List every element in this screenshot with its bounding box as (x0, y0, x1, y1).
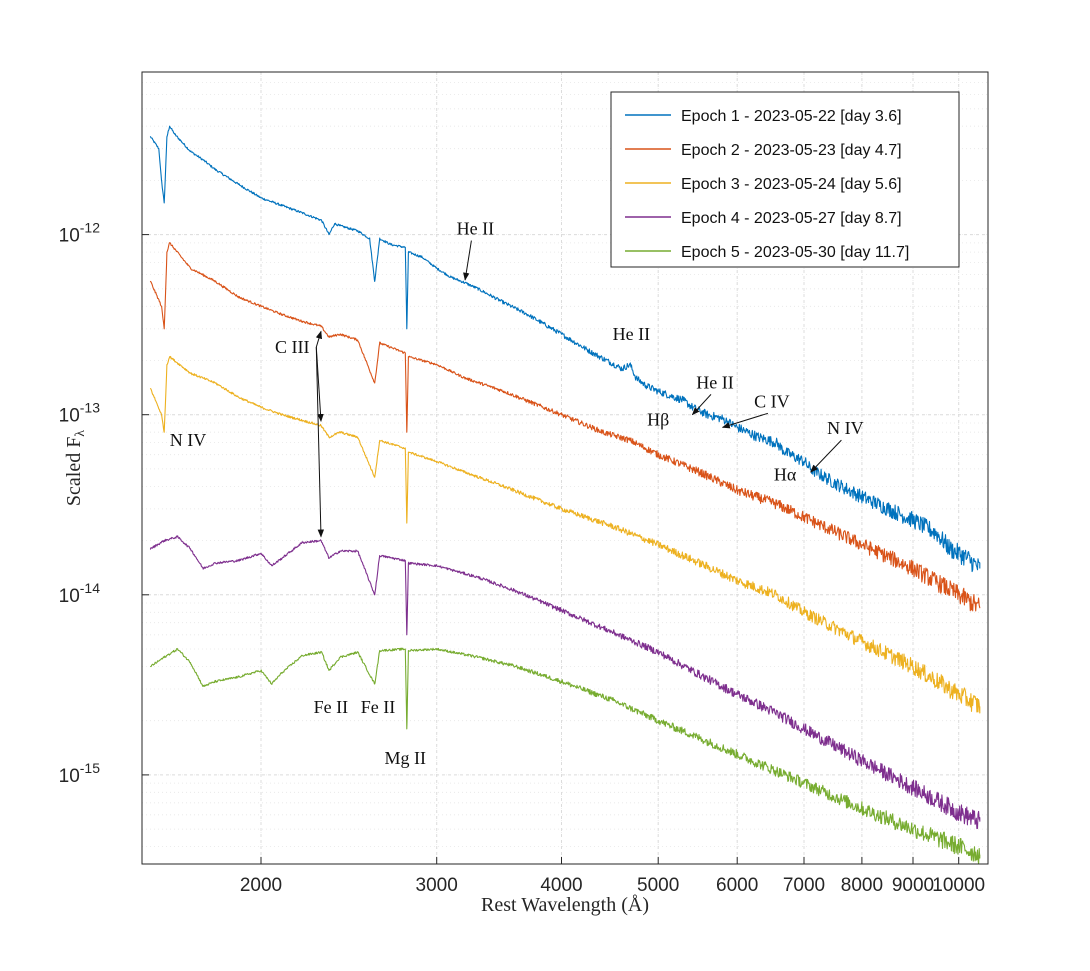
x-tick-label: 2000 (240, 875, 282, 896)
y-tick-exponent: -15 (80, 760, 100, 776)
x-tick-label: 4000 (540, 875, 582, 896)
x-tick-label: 3000 (416, 875, 458, 896)
x-tick-label: 10000 (932, 875, 985, 896)
annotation-arrow (721, 412, 769, 429)
legend-label-3: Epoch 3 - 2023-05-24 [day 5.6] (681, 176, 902, 193)
annotation-label-7: N IV (827, 418, 864, 438)
x-tick-label: 5000 (637, 875, 679, 896)
x-tick-label: 9000 (892, 875, 934, 896)
series-line-5 (149, 647, 981, 864)
annotation-label-5: Hβ (647, 410, 669, 430)
annotation-arrow (810, 439, 842, 473)
annotation-label-10: Fe II (314, 697, 349, 717)
x-tick-label: 7000 (783, 875, 825, 896)
x-tick-label: 8000 (841, 875, 883, 896)
y-tick-mantissa: 10 (59, 406, 80, 427)
y-tick-label: 10-14 (59, 580, 101, 607)
legend-box (610, 91, 960, 268)
annotation-label-8: N IV (170, 430, 207, 450)
y-tick-mantissa: 10 (59, 586, 80, 607)
annotation-arrow (463, 240, 472, 281)
y-axis-title-main: Scaled F (63, 437, 85, 506)
y-tick-exponent: -12 (80, 220, 100, 236)
legend-label-2: Epoch 2 - 2023-05-23 [day 4.7] (681, 142, 902, 159)
annotation-label-11: Fe II (361, 697, 396, 717)
y-tick-label: 10-15 (59, 760, 101, 787)
plot-frame (141, 71, 989, 865)
y-tick-label: 10-13 (59, 400, 101, 427)
annotation-arrow (691, 394, 712, 416)
legend: Epoch 1 - 2023-05-22 [day 3.6] Epoch 2 - … (610, 91, 960, 268)
annotation-label-3: He II (696, 372, 733, 392)
legend-label-4: Epoch 4 - 2023-05-27 [day 8.7] (681, 210, 902, 227)
series-line-2 (149, 242, 981, 612)
annotation-arrow (315, 330, 323, 348)
y-tick-exponent: -13 (80, 400, 100, 416)
annotation-label-4: C IV (754, 391, 790, 411)
legend-label-1: Epoch 1 - 2023-05-22 [day 3.6] (681, 108, 902, 125)
annotation-arrow (315, 347, 325, 538)
series-line-3 (149, 355, 981, 714)
series-line-1 (149, 125, 981, 573)
y-tick-mantissa: 10 (59, 766, 80, 787)
annotation-label-2: He II (613, 324, 650, 344)
annotations-layer: He II He II He II C IV Hβ Hα N IV N IV C III Fe I… (170, 219, 864, 768)
y-axis-title-subscript: λ (73, 430, 88, 437)
ticks-layer: 2000 3000 4000 5000 6000 7000 8000 90001000010-… (59, 220, 985, 896)
annotation-label-9: C III (275, 337, 310, 357)
annotation-label-6: Hα (774, 465, 797, 485)
y-tick-exponent: -14 (80, 580, 100, 596)
y-tick-label: 10-12 (59, 220, 101, 247)
x-axis-title: Rest Wavelength (Å) (481, 894, 649, 916)
annotation-label-1: He II (457, 219, 494, 239)
series-line-4 (149, 535, 981, 830)
x-tick-label: 6000 (716, 875, 758, 896)
y-tick-mantissa: 10 (59, 226, 80, 247)
y-axis-title: Scaled Fλ (63, 430, 88, 506)
annotation-label-12: Mg II (385, 748, 427, 768)
legend-label-5: Epoch 5 - 2023-05-30 [day 11.7] (681, 244, 909, 261)
series-layer (149, 125, 981, 864)
